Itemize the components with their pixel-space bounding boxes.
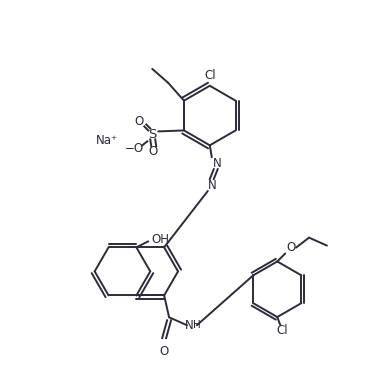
Text: Na⁺: Na⁺ bbox=[96, 134, 118, 147]
Text: −O: −O bbox=[125, 142, 144, 155]
Text: S: S bbox=[148, 128, 157, 141]
Text: O: O bbox=[160, 344, 169, 358]
Text: Cl: Cl bbox=[204, 69, 216, 82]
Text: O: O bbox=[287, 241, 296, 254]
Text: OH: OH bbox=[151, 233, 169, 246]
Text: N: N bbox=[185, 319, 193, 332]
Text: O: O bbox=[149, 145, 158, 158]
Text: N: N bbox=[214, 157, 222, 170]
Text: N: N bbox=[207, 179, 216, 191]
Text: O: O bbox=[135, 115, 144, 128]
Text: Cl: Cl bbox=[276, 324, 288, 337]
Text: H: H bbox=[193, 320, 201, 330]
